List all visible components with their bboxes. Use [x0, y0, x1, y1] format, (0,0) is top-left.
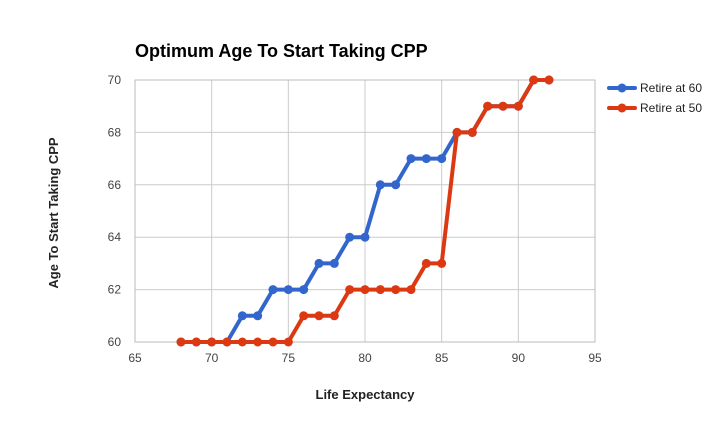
- y-tick-label: 60: [108, 335, 122, 349]
- x-tick-label: 90: [512, 351, 526, 365]
- data-point: [391, 285, 401, 295]
- legend-swatch-marker: [617, 103, 627, 113]
- y-tick-label: 62: [108, 283, 122, 297]
- data-point: [375, 180, 385, 190]
- y-tick-label: 70: [108, 73, 122, 87]
- data-point: [437, 154, 447, 164]
- data-point: [498, 101, 508, 111]
- y-tick-label: 64: [108, 230, 122, 244]
- data-point: [421, 258, 431, 268]
- data-point: [283, 285, 293, 295]
- data-point: [222, 337, 232, 347]
- x-tick-label: 95: [588, 351, 602, 365]
- data-point: [345, 232, 355, 242]
- legend-label: Retire at 60: [640, 81, 702, 95]
- legend-swatch-marker: [617, 83, 627, 93]
- data-point: [360, 232, 370, 242]
- data-point: [314, 311, 324, 321]
- legend: Retire at 60 Retire at 50: [607, 81, 702, 115]
- data-point: [207, 337, 217, 347]
- data-point: [544, 75, 554, 85]
- data-point: [253, 311, 263, 321]
- y-tick-label: 66: [108, 178, 122, 192]
- x-tick-label: 75: [282, 351, 296, 365]
- series-layer: [176, 75, 554, 347]
- data-point: [237, 311, 247, 321]
- data-point: [299, 311, 309, 321]
- x-tick-label: 85: [435, 351, 449, 365]
- x-tick-label: 80: [358, 351, 372, 365]
- data-point: [391, 180, 401, 190]
- series-2: [176, 75, 554, 347]
- data-point: [360, 285, 370, 295]
- y-axis-title: Age To Start Taking CPP: [46, 137, 61, 289]
- data-point: [283, 337, 293, 347]
- data-point: [437, 258, 447, 268]
- chart-title: Optimum Age To Start Taking CPP: [135, 41, 428, 61]
- data-point: [467, 127, 477, 137]
- data-point: [483, 101, 493, 111]
- x-tick-label: 65: [128, 351, 142, 365]
- data-point: [268, 337, 278, 347]
- x-tick-label: 70: [205, 351, 219, 365]
- data-point: [329, 258, 339, 268]
- data-point: [268, 285, 278, 295]
- tick-labels: 65 70 75 80 85 90 95 60 62 64 66 68 70: [108, 73, 602, 365]
- plot-frame: [134, 79, 596, 343]
- data-point: [375, 285, 385, 295]
- data-point: [421, 154, 431, 164]
- data-point: [176, 337, 186, 347]
- data-point: [237, 337, 247, 347]
- data-point: [406, 154, 416, 164]
- grid: [134, 79, 596, 343]
- data-point: [314, 258, 324, 268]
- data-point: [452, 127, 462, 137]
- data-point: [191, 337, 201, 347]
- legend-item: Retire at 50: [607, 101, 702, 115]
- data-point: [513, 101, 523, 111]
- data-point: [406, 285, 416, 295]
- y-tick-label: 68: [108, 125, 122, 139]
- data-point: [529, 75, 539, 85]
- legend-item: Retire at 60: [607, 81, 702, 95]
- data-point: [299, 285, 309, 295]
- legend-label: Retire at 50: [640, 101, 702, 115]
- data-point: [329, 311, 339, 321]
- data-point: [345, 285, 355, 295]
- data-point: [253, 337, 263, 347]
- x-axis-title: Life Expectancy: [316, 387, 416, 402]
